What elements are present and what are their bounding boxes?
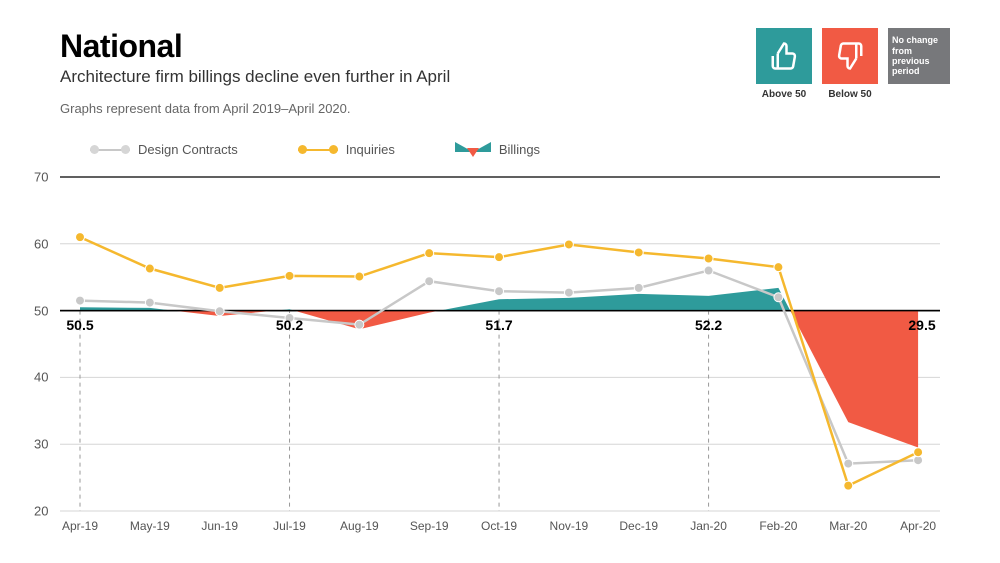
thumb-up-icon [756, 28, 812, 84]
x-tick-label: Dec-19 [619, 519, 658, 533]
legend-swatch-billings [455, 142, 491, 157]
legend-label: Inquiries [346, 142, 395, 157]
key-neutral: No change from previous period [888, 28, 950, 100]
y-tick-label: 40 [34, 370, 48, 385]
value-annotation: 29.5 [908, 317, 935, 333]
y-tick-label: 50 [34, 303, 48, 318]
header-row: National Architecture firm billings decl… [60, 28, 950, 116]
legend-swatch-grey [90, 149, 130, 151]
x-tick-label: Jul-19 [273, 519, 306, 533]
value-annotation: 51.7 [485, 317, 512, 333]
page-subtitle: Architecture firm billings decline even … [60, 67, 450, 87]
page-title: National [60, 28, 450, 65]
data-range-note: Graphs represent data from April 2019–Ap… [60, 101, 450, 116]
y-tick-label: 30 [34, 437, 48, 452]
value-annotation: 50.2 [276, 317, 303, 333]
billings-chart: 203040506070Apr-19May-19Jun-19Jul-19Aug-… [60, 171, 950, 541]
x-tick-label: Jun-19 [201, 519, 238, 533]
x-tick-label: Oct-19 [481, 519, 517, 533]
x-tick-label: Nov-19 [550, 519, 589, 533]
legend-billings: Billings [455, 142, 540, 157]
title-block: National Architecture firm billings decl… [60, 28, 450, 116]
legend-label: Billings [499, 142, 540, 157]
key-above: Above 50 [756, 28, 812, 100]
x-tick-label: Apr-20 [900, 519, 936, 533]
x-tick-label: Mar-20 [829, 519, 867, 533]
x-tick-label: May-19 [130, 519, 170, 533]
value-annotation: 50.5 [66, 317, 93, 333]
y-tick-label: 60 [34, 236, 48, 251]
x-tick-label: Apr-19 [62, 519, 98, 533]
key-above-label: Above 50 [756, 89, 812, 100]
value-annotation: 52.2 [695, 317, 722, 333]
legend-label: Design Contracts [138, 142, 238, 157]
x-tick-label: Jan-20 [690, 519, 727, 533]
key-neutral-box: No change from previous period [888, 28, 950, 84]
thumb-down-icon [822, 28, 878, 84]
legend-swatch-yellow [298, 149, 338, 151]
x-tick-label: Feb-20 [759, 519, 797, 533]
legend-design-contracts: Design Contracts [90, 142, 238, 157]
key-below-label: Below 50 [822, 89, 878, 100]
y-tick-label: 70 [34, 170, 48, 185]
series-legend: Design Contracts Inquiries Billings [90, 142, 950, 157]
x-tick-label: Sep-19 [410, 519, 449, 533]
x-tick-label: Aug-19 [340, 519, 379, 533]
key-legend: Above 50 Below 50 No change from previou… [756, 28, 950, 100]
key-below: Below 50 [822, 28, 878, 100]
y-tick-label: 20 [34, 504, 48, 519]
legend-inquiries: Inquiries [298, 142, 395, 157]
